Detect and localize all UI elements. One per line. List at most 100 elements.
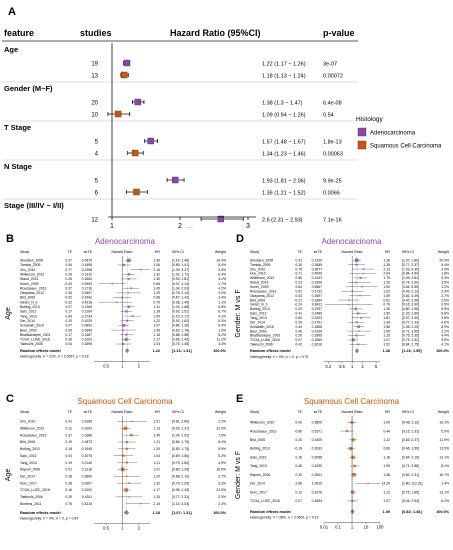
- study-te: 0.43: [65, 314, 72, 318]
- study-te: 0.56: [295, 276, 302, 280]
- study-sete: 1.0515: [312, 482, 322, 486]
- study-name: TCGA_LUSC_2016: [250, 499, 280, 503]
- study-sete: 0.1029: [82, 319, 92, 323]
- study-te: -0.19: [294, 447, 302, 451]
- study-marker: [351, 338, 355, 342]
- study-weight: 2.3%: [218, 495, 226, 499]
- study-name: Bild_2006: [20, 296, 35, 300]
- summary-hr: 1.38: [383, 349, 390, 353]
- study-ci: [0.15; 1.31]: [402, 429, 419, 433]
- study-ci: [1.80; 112.31]: [402, 482, 423, 486]
- axis-tick-label: 0.5: [103, 364, 109, 369]
- study-name: Botling_2013: [250, 447, 270, 451]
- study-sete: 0.2993: [82, 282, 92, 286]
- study-ci: [1.14; 4.03]: [172, 502, 189, 506]
- study-marker: [124, 488, 128, 492]
- study-name: Takeuchi_2006: [20, 495, 43, 499]
- axis-tick-label: 1: [121, 364, 124, 369]
- row-p-value: 6.4e-08: [323, 101, 342, 107]
- study-name: Tang_2013: [20, 461, 37, 465]
- study-weight: 8.9%: [441, 325, 449, 329]
- study-ci: [0.77; 2.33]: [402, 320, 419, 324]
- study-name: Sato_2013: [250, 312, 267, 316]
- study-hr: 1.51: [153, 420, 160, 424]
- study-sete: 0.5371: [312, 429, 322, 433]
- group-label: Stage (III/IV ~ I/II): [4, 201, 64, 210]
- study-weight: 11.2%: [217, 338, 226, 342]
- study-weight: 4.1%: [218, 314, 226, 318]
- study-ci: [0.92; 1.51]: [172, 310, 189, 314]
- row-p-value: 3e-07: [323, 62, 337, 68]
- row-studies: 13: [91, 74, 98, 80]
- study-name: Girard_N_b: [250, 303, 268, 307]
- study-hr: 1.75: [383, 276, 390, 280]
- study-marker: [122, 263, 125, 267]
- study-hr: 1.21: [153, 461, 160, 465]
- study-ci: [0.84; 4.94]: [402, 272, 419, 276]
- summary-hr: 1.09: [383, 510, 390, 514]
- study-marker: [128, 482, 130, 484]
- study-sete: 0.2298: [82, 268, 92, 272]
- study-hr: 1.17: [153, 488, 160, 492]
- study-marker: [126, 258, 131, 263]
- study-te: 0.04: [65, 342, 72, 346]
- summary-label: Random effects model: [250, 349, 291, 353]
- study-name: Okayama_2012: [20, 291, 44, 295]
- summary-ci: [1.23; 1.55]: [402, 349, 422, 353]
- study-marker: [127, 292, 130, 294]
- col-hr: HR: [385, 250, 391, 254]
- study-marker: [355, 263, 358, 266]
- col-hr: HR: [155, 410, 161, 414]
- study-marker: [131, 315, 134, 318]
- study-ci: [0.82; 2.31]: [402, 473, 419, 477]
- study-te: -0.43: [64, 282, 72, 286]
- legend-label: Squamous Cell Carcinoma: [370, 144, 442, 150]
- study-weight: 5.9%: [218, 447, 226, 451]
- study-marker: [125, 447, 128, 450]
- study-te: 0.64: [295, 285, 302, 289]
- study-hr: 1.33: [153, 495, 160, 499]
- study-hr: 1.31: [153, 305, 160, 309]
- study-sete: 0.3409: [312, 438, 322, 442]
- study-ci: [0.75; 1.85]: [402, 490, 419, 494]
- col-sete: seTE: [314, 410, 323, 414]
- study-te: 0.26: [65, 277, 72, 281]
- study-marker: [355, 321, 358, 324]
- study-name: Shedden_2008: [20, 259, 43, 263]
- study-marker: [351, 499, 354, 503]
- study-ci: [1.08; 2.25]: [402, 325, 419, 329]
- study-marker: [354, 258, 359, 263]
- row-p-value: 7.1e-16: [323, 218, 342, 224]
- row-studies: 6: [95, 191, 99, 197]
- study-sete: 0.2895: [312, 334, 322, 338]
- row-hr-ci: 1.09 (0.94 ~ 1.26): [262, 113, 306, 119]
- study-sete: 0.5567: [312, 285, 322, 289]
- study-sete: 0.1487: [82, 333, 92, 337]
- study-hr: 1.12: [383, 490, 390, 494]
- study-name: TCGA_LUSC_2016: [20, 488, 50, 492]
- study-weight: 4.4%: [218, 342, 226, 346]
- study-hr: 1.59: [383, 329, 390, 333]
- study-sete: 0.1310: [82, 272, 92, 276]
- study-marker: [130, 287, 133, 290]
- study-sete: 0.3216: [82, 502, 92, 506]
- study-name: Sato_2013: [20, 454, 37, 458]
- study-marker: [139, 268, 142, 271]
- study-name: Hou_2010: [250, 272, 266, 276]
- study-marker: [125, 333, 128, 336]
- summary-ci: [1.07; 1.31]: [172, 511, 192, 515]
- study-weight: 6.7%: [218, 310, 226, 314]
- summary-weight: 100.0%: [436, 349, 450, 353]
- study-weight: 22.3%: [216, 426, 226, 430]
- study-name: Staud_2013: [250, 281, 268, 285]
- axis-tick-label: 1: [110, 223, 114, 228]
- study-marker: [120, 467, 125, 472]
- col-sete: seTE: [84, 250, 93, 254]
- study-marker: [351, 290, 354, 292]
- study-name: Der_2014: [20, 474, 35, 478]
- study-te: 0.19: [65, 461, 72, 465]
- study-marker: [351, 455, 355, 459]
- study-sete: 0.4311: [82, 495, 92, 499]
- summary-diamond: [123, 510, 130, 515]
